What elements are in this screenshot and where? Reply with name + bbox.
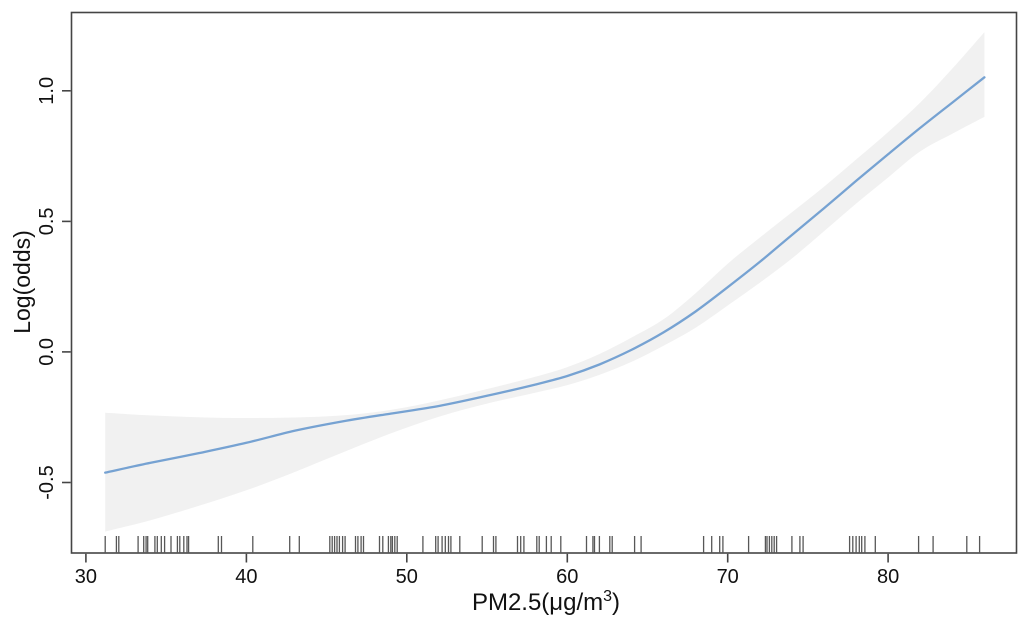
y-tick-label: -0.5	[36, 465, 58, 499]
y-axis: 1.0 0.5 0.0 -0.5	[36, 77, 71, 500]
x-tick-label: 40	[235, 566, 257, 588]
x-axis-title: PM2.5(μg/m3)	[472, 588, 620, 616]
plot-frame	[70, 11, 1018, 554]
y-tick-label: 1.0	[36, 77, 58, 105]
smooth-line	[104, 76, 986, 474]
x-axis-title-superscript: 3	[603, 588, 612, 605]
x-tick-label: 80	[877, 566, 899, 588]
rug-plot	[104, 536, 981, 553]
x-axis-title-end: )	[612, 589, 620, 616]
x-tick-label: 50	[396, 566, 418, 588]
x-axis-title-main: PM2.5(μg/m	[472, 589, 603, 616]
confidence-band	[105, 32, 985, 532]
y-axis-title: Log(odds)	[9, 230, 35, 334]
x-tick-label: 60	[556, 566, 578, 588]
y-tick-label: 0.0	[36, 338, 58, 366]
x-axis: 30 40 50 60 70 80	[75, 553, 899, 588]
x-tick-label: 70	[717, 566, 739, 588]
y-tick-label: 0.5	[36, 207, 58, 235]
x-tick-label: 30	[75, 566, 97, 588]
